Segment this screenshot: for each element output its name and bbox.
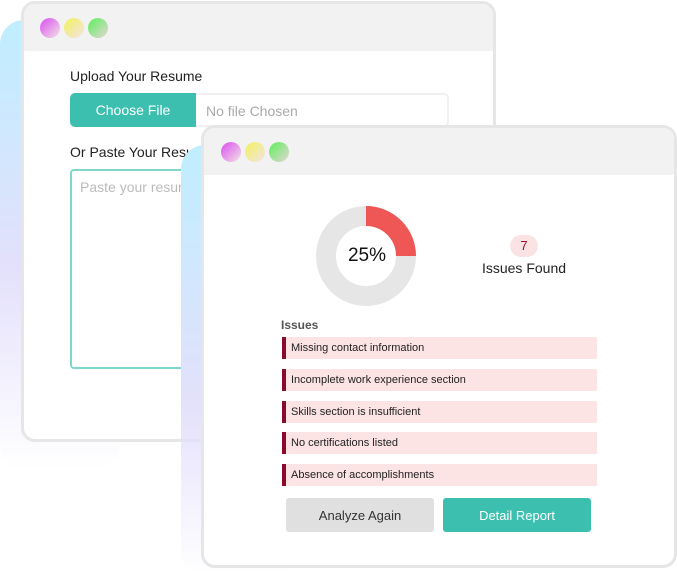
issues-count-badge: 7	[510, 235, 538, 257]
score-donut	[316, 206, 416, 306]
window-titlebar	[204, 128, 674, 175]
score-percent: 25%	[347, 245, 387, 266]
choose-file-button[interactable]: Choose File	[70, 93, 196, 127]
file-status: No file Chosen	[196, 93, 449, 127]
minimize-dot-icon[interactable]	[245, 142, 265, 162]
issue-item: Skills section is insufficient	[282, 401, 597, 423]
issues-found-label: Issues Found	[481, 260, 567, 276]
maximize-dot-icon[interactable]	[269, 142, 289, 162]
issue-item: Absence of accomplishments	[282, 464, 597, 486]
issue-item: Missing contact information	[282, 337, 597, 359]
results-window: 25% 7 Issues Found Issues Missing contac…	[201, 125, 677, 568]
issue-item: Incomplete work experience section	[282, 369, 597, 391]
window-titlebar	[24, 4, 493, 51]
close-dot-icon[interactable]	[40, 18, 60, 38]
upload-label: Upload Your Resume	[70, 68, 203, 84]
paste-label: Or Paste Your Resume	[70, 144, 214, 160]
issues-heading: Issues	[281, 318, 319, 332]
close-dot-icon[interactable]	[221, 142, 241, 162]
analyze-again-button[interactable]: Analyze Again	[286, 498, 434, 532]
minimize-dot-icon[interactable]	[64, 18, 84, 38]
maximize-dot-icon[interactable]	[88, 18, 108, 38]
donut-score-arc	[365, 206, 416, 257]
issue-item: No certifications listed	[282, 432, 597, 454]
detail-report-button[interactable]: Detail Report	[443, 498, 591, 532]
